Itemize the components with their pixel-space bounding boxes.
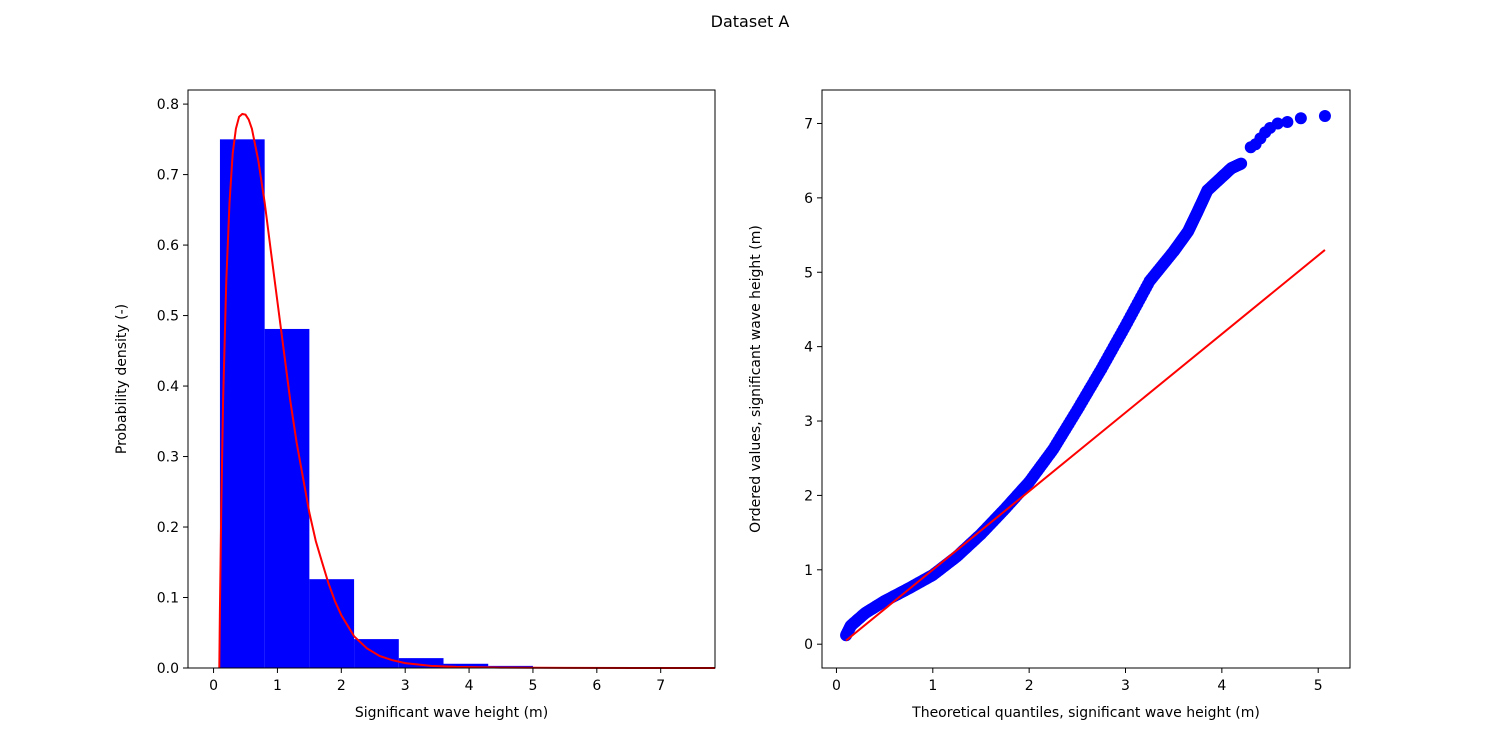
qq-x-tick-label: 0 bbox=[832, 678, 841, 694]
hist-x-tick-label: 0 bbox=[209, 678, 218, 694]
hist-x-axis-label: Significant wave height (m) bbox=[355, 705, 548, 721]
qq-x-tick-label: 3 bbox=[1121, 678, 1130, 694]
qq-y-tick-label: 6 bbox=[804, 191, 813, 207]
hist-x-tick-label: 1 bbox=[273, 678, 282, 694]
qq-data-point bbox=[1271, 117, 1284, 130]
histogram-bar bbox=[264, 328, 310, 668]
qq-x-axis-label: Theoretical quantiles, significant wave … bbox=[911, 705, 1260, 721]
hist-y-tick-label: 0.7 bbox=[157, 168, 179, 184]
hist-y-tick-label: 0.3 bbox=[157, 450, 179, 466]
qq-data-point bbox=[1235, 157, 1248, 170]
qq-x-tick-label: 5 bbox=[1314, 678, 1323, 694]
histogram-bar bbox=[219, 139, 265, 669]
hist-y-tick-label: 0.8 bbox=[157, 97, 179, 113]
hist-y-axis-label: Probability density (-) bbox=[114, 304, 130, 454]
fitted-pdf-curve bbox=[218, 112, 715, 669]
qq-y-tick-label: 4 bbox=[804, 340, 813, 356]
qq-data-point bbox=[1294, 112, 1307, 125]
qq-reference-line bbox=[845, 249, 1326, 642]
hist-frame bbox=[187, 89, 716, 669]
qq-x-tick-label: 4 bbox=[1217, 678, 1226, 694]
qq-y-axis-label: Ordered values, significant wave height … bbox=[748, 225, 764, 533]
qq-y-tick-label: 3 bbox=[804, 414, 813, 430]
qq-frame bbox=[821, 89, 1351, 669]
qq-y-tick-label: 2 bbox=[804, 488, 813, 504]
hist-x-tick-label: 6 bbox=[592, 678, 601, 694]
hist-x-tick-label: 7 bbox=[656, 678, 665, 694]
qq-plot-panel: 0 1 2 3 4 5 0 1 2 3 4 5 6 7 Theoretical quantiles, sig… bbox=[748, 89, 1351, 721]
hist-y-tick-label: 0.2 bbox=[157, 520, 179, 536]
qq-y-tick-label: 1 bbox=[804, 563, 813, 579]
histogram-bar bbox=[443, 663, 489, 668]
hist-y-tick-label: 0.6 bbox=[157, 238, 179, 254]
histogram-panel: 0 1 2 3 4 5 6 7 0.0 0.1 0.2 0.3 0.4 0.5 0.6 0.7 0.8 Signi… bbox=[114, 89, 716, 721]
qq-y-tick-label: 7 bbox=[804, 116, 813, 132]
hist-x-tick-label: 2 bbox=[337, 678, 346, 694]
hist-x-tick-label: 3 bbox=[401, 678, 410, 694]
qq-data-point bbox=[1318, 110, 1331, 123]
hist-x-tick-label: 4 bbox=[465, 678, 474, 694]
qq-y-tick-label: 0 bbox=[804, 637, 813, 653]
histogram-bar bbox=[398, 658, 444, 668]
hist-y-tick-label: 0.1 bbox=[157, 591, 179, 607]
qq-data-point bbox=[1281, 115, 1294, 128]
qq-y-tick-label: 5 bbox=[804, 265, 813, 281]
hist-y-tick-label: 0.0 bbox=[157, 661, 179, 677]
figure-title: Dataset A bbox=[710, 12, 790, 31]
hist-x-tick-label: 5 bbox=[528, 678, 537, 694]
hist-y-tick-label: 0.5 bbox=[157, 309, 179, 325]
hist-y-tick-label: 0.4 bbox=[157, 379, 179, 395]
qq-x-tick-label: 2 bbox=[1025, 678, 1034, 694]
qq-x-tick-label: 1 bbox=[928, 678, 937, 694]
